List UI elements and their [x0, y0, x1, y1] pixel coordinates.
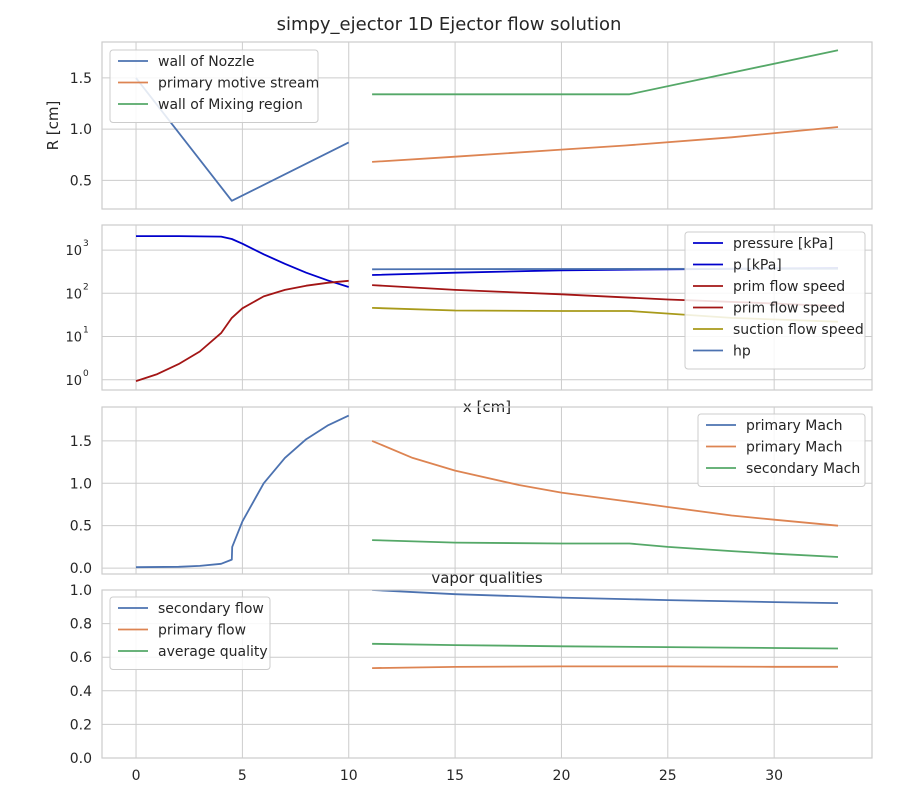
legend-label: primary Mach [746, 418, 842, 434]
legend-label: prim flow speed [733, 279, 845, 295]
legend-label: hp [733, 344, 751, 360]
y-axis-label: R [cm] [44, 101, 62, 151]
subplot-3: 0.0 0.5 1.0 1.5 primary Mach primary Mach seco… [70, 406, 873, 577]
legend: primary Mach primary Mach secondary Mach [697, 413, 866, 487]
series-group [372, 590, 839, 669]
x-tick-label: 0 [132, 768, 141, 784]
series-line-4-2 [372, 665, 838, 669]
axes-frame [101, 406, 873, 575]
legend-label: prim flow speed [733, 301, 845, 317]
y-tick-exponent: 2 [83, 282, 89, 292]
y-tick-label: 1.0 [70, 583, 92, 599]
legend-box [684, 231, 866, 370]
x-tick-label: 20 [553, 768, 571, 784]
axes-frame [101, 589, 873, 759]
legend-label: wall of Mixing region [158, 97, 303, 113]
x-tick-label: 15 [446, 768, 464, 784]
series-line-2-1 [136, 235, 349, 288]
legend-label: suction flow speed [733, 322, 864, 338]
y-tick-label: 0.4 [70, 684, 92, 700]
y-tick-label: 1.5 [70, 434, 92, 450]
y-tick-label: 0.5 [70, 173, 92, 189]
series-line-4-3 [372, 642, 839, 650]
legend: pressure [kPa] p [kPa] prim flow speed prim… [684, 231, 866, 370]
y-tick-exponent: 0 [83, 369, 89, 379]
y-tick-label: 0.5 [70, 519, 92, 535]
figure-title: simpy_ejector 1D Ejector flow solution [277, 14, 622, 35]
legend-box [697, 413, 866, 487]
y-tick-label: 0.8 [70, 617, 92, 633]
x-tick-label: 10 [340, 768, 358, 784]
y-tick-exponent: 3 [83, 239, 89, 249]
legend-label: primary Mach [746, 440, 842, 456]
axes-frame [101, 41, 873, 210]
legend-label: average quality [158, 644, 268, 660]
panels: 0.5 1.0 1.5 R [cm] wall of Nozzle primary mot… [44, 41, 873, 784]
y-tick-label: 0.0 [70, 751, 92, 767]
series-line-3-2 [371, 440, 839, 527]
y-tick-label: 0.6 [70, 650, 92, 666]
x-tick-label: 25 [659, 768, 677, 784]
series-line-2-3 [135, 279, 349, 382]
legend-box [109, 49, 319, 123]
legend: secondary flow primary flow average qualit… [109, 596, 271, 670]
y-tick-label: 1.0 [70, 122, 92, 138]
y-tick-label: 0.2 [70, 717, 92, 733]
y-tick-label: 1.5 [70, 71, 92, 87]
series-line-3-3 [372, 539, 839, 558]
subplot-title: vapor qualities [431, 569, 543, 587]
series-line-1-2 [372, 126, 839, 163]
series-group [135, 414, 839, 569]
legend-box [109, 596, 271, 670]
y-tick-label: 10 [65, 374, 82, 389]
legend-label: secondary flow [158, 601, 264, 617]
legend-label: primary flow [158, 623, 246, 639]
y-tick-label: 10 [65, 244, 82, 259]
legend-label: wall of Nozzle [158, 54, 254, 70]
y-tick-label: 0.0 [70, 561, 92, 577]
x-tick-label: 5 [238, 768, 247, 784]
subplot-1: 0.5 1.0 1.5 R [cm] wall of Nozzle primary mot… [44, 41, 873, 210]
y-tick-label: 1.0 [70, 476, 92, 492]
y-tick-exponent: 1 [83, 326, 89, 336]
legend-label: p [kPa] [733, 258, 782, 274]
y-tick-label: 10 [65, 287, 82, 302]
y-tick-label: 10 [65, 331, 82, 346]
legend: wall of Nozzle primary motive stream wall … [109, 49, 319, 123]
x-tick-label: 30 [765, 768, 783, 784]
axes-frame [101, 224, 873, 391]
legend-label: pressure [kPa] [733, 236, 833, 252]
series-line-4-1 [372, 590, 839, 604]
legend-label: primary motive stream [158, 76, 319, 92]
subplot-4: 0.0 0.2 0.4 0.6 0.8 1.0 vapor qualities 0 5 10 15 2… [70, 569, 873, 784]
legend-label: secondary Mach [746, 461, 860, 477]
series-line-1-3 [372, 49, 839, 96]
series-line-3-1 [135, 414, 350, 569]
